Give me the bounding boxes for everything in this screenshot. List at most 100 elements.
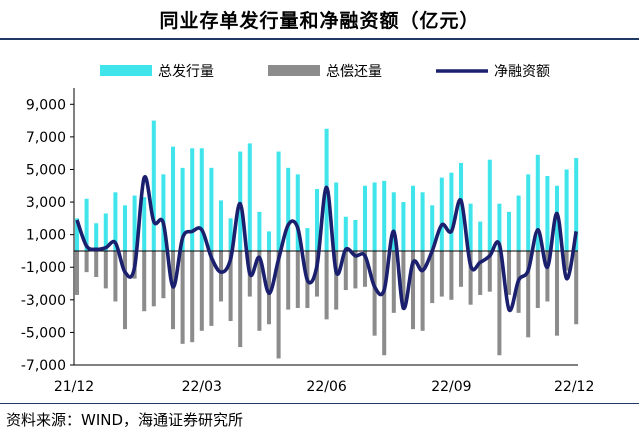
issuance-bar xyxy=(526,174,531,251)
issuance-bar xyxy=(286,167,291,251)
issuance-bar xyxy=(545,175,550,251)
issuance-bar xyxy=(362,185,368,251)
issuance-bar xyxy=(401,202,406,251)
repayment-bar xyxy=(545,250,550,302)
y-tick-label: -5,000 xyxy=(21,325,66,341)
issuance-bar xyxy=(84,198,89,251)
issuance-bar xyxy=(113,192,118,251)
issuance-bar xyxy=(238,151,243,251)
repayment-bar xyxy=(199,250,204,331)
issuance-bar xyxy=(439,177,444,251)
issuance-bar xyxy=(151,120,156,251)
repayment-bar xyxy=(151,250,156,307)
chart-title: 同业存单发行量和净融资额（亿元） xyxy=(159,10,480,32)
repayment-bar xyxy=(526,250,531,338)
repayment-bar xyxy=(190,250,195,343)
repayment-bar xyxy=(353,250,358,289)
x-tick-label: 21/12 xyxy=(54,379,94,395)
legend-issuance-swatch xyxy=(100,65,152,76)
y-tick-label: -3,000 xyxy=(21,293,66,309)
legend-issuance-label: 总发行量 xyxy=(158,64,214,80)
x-tick-label: 22/03 xyxy=(182,379,222,395)
issuance-bar xyxy=(257,211,262,251)
repayment-bar xyxy=(170,250,176,330)
source-note: 资料来源：WIND，海通证券研究所 xyxy=(6,411,244,429)
issuance-bar xyxy=(430,205,435,251)
repayment-bar xyxy=(487,250,492,292)
y-tick-label: 9,000 xyxy=(26,97,66,113)
repayment-bar xyxy=(209,250,214,326)
repayment-bar xyxy=(430,250,435,304)
issuance-bar xyxy=(218,200,224,251)
y-tick-label: -1,000 xyxy=(21,260,66,276)
issuance-bar xyxy=(343,216,348,251)
issuance-bar xyxy=(266,231,272,251)
issuance-bar xyxy=(247,143,252,251)
repayment-bar xyxy=(238,250,243,348)
issuance-bar xyxy=(506,211,512,251)
repayment-bar xyxy=(314,250,320,297)
issuance-bar xyxy=(132,195,137,251)
issuance-bar xyxy=(94,223,99,251)
y-tick-label: 1,000 xyxy=(26,228,66,244)
issuance-bar xyxy=(497,203,502,251)
issuance-bar xyxy=(516,195,521,251)
issuance-bar xyxy=(142,197,147,251)
y-tick-label: 5,000 xyxy=(26,162,66,178)
issuance-bar xyxy=(410,185,416,251)
x-tick-label: 22/09 xyxy=(431,379,471,395)
issuance-bar xyxy=(391,192,396,251)
repayment-bar xyxy=(266,250,272,325)
repayment-bar xyxy=(382,250,387,356)
issuance-bar xyxy=(420,192,425,251)
repayment-bar xyxy=(343,250,348,291)
issuance-bar xyxy=(468,203,473,251)
repayment-bar xyxy=(276,250,281,359)
source-divider xyxy=(0,403,639,404)
repayment-bar xyxy=(362,250,368,287)
repayment-bar xyxy=(554,250,560,336)
issuance-bar xyxy=(295,174,300,251)
issuance-bar xyxy=(276,151,281,251)
repayment-bar xyxy=(295,250,300,308)
repayment-bar xyxy=(257,250,262,331)
legend-net-label: 净融资额 xyxy=(494,64,550,80)
issuance-bar xyxy=(574,158,579,251)
repayment-bar xyxy=(478,250,483,295)
issuance-bar xyxy=(209,167,214,251)
repayment-bar xyxy=(458,250,464,287)
repayment-bar xyxy=(161,250,166,299)
issuance-bar xyxy=(170,146,176,251)
repayment-bar xyxy=(286,250,291,310)
issuance-bar xyxy=(199,148,204,251)
issuance-bar xyxy=(372,182,377,251)
repayment-bar xyxy=(334,250,339,310)
x-tick-label: 22/12 xyxy=(554,379,594,395)
issuance-bar xyxy=(535,154,540,251)
issuance-bar xyxy=(334,182,339,251)
repayment-bar xyxy=(372,250,377,336)
repayment-bar xyxy=(574,250,579,325)
repayment-bar xyxy=(468,250,473,305)
issuance-bar xyxy=(161,174,166,251)
repayment-bar xyxy=(94,250,99,278)
repayment-bar xyxy=(113,250,118,302)
issuance-bar xyxy=(487,159,492,251)
issuance-bar xyxy=(74,218,80,251)
issuance-bar xyxy=(449,172,454,251)
legend-repayment-label: 总偿还量 xyxy=(326,64,382,80)
repayment-bar xyxy=(228,250,233,322)
repayment-bar xyxy=(449,250,454,300)
issuance-bar xyxy=(314,189,320,251)
issuance-bar xyxy=(478,221,483,251)
repayment-bar xyxy=(74,250,80,295)
repayment-bar xyxy=(324,250,329,320)
repayment-bar xyxy=(564,250,569,271)
repayment-bar xyxy=(535,250,540,308)
repayment-bar xyxy=(84,250,89,273)
repayment-bar xyxy=(122,250,128,330)
repayment-bar xyxy=(103,250,108,289)
y-tick-label: 7,000 xyxy=(26,130,66,146)
repayment-bar xyxy=(142,250,147,312)
repayment-bar xyxy=(391,250,396,313)
